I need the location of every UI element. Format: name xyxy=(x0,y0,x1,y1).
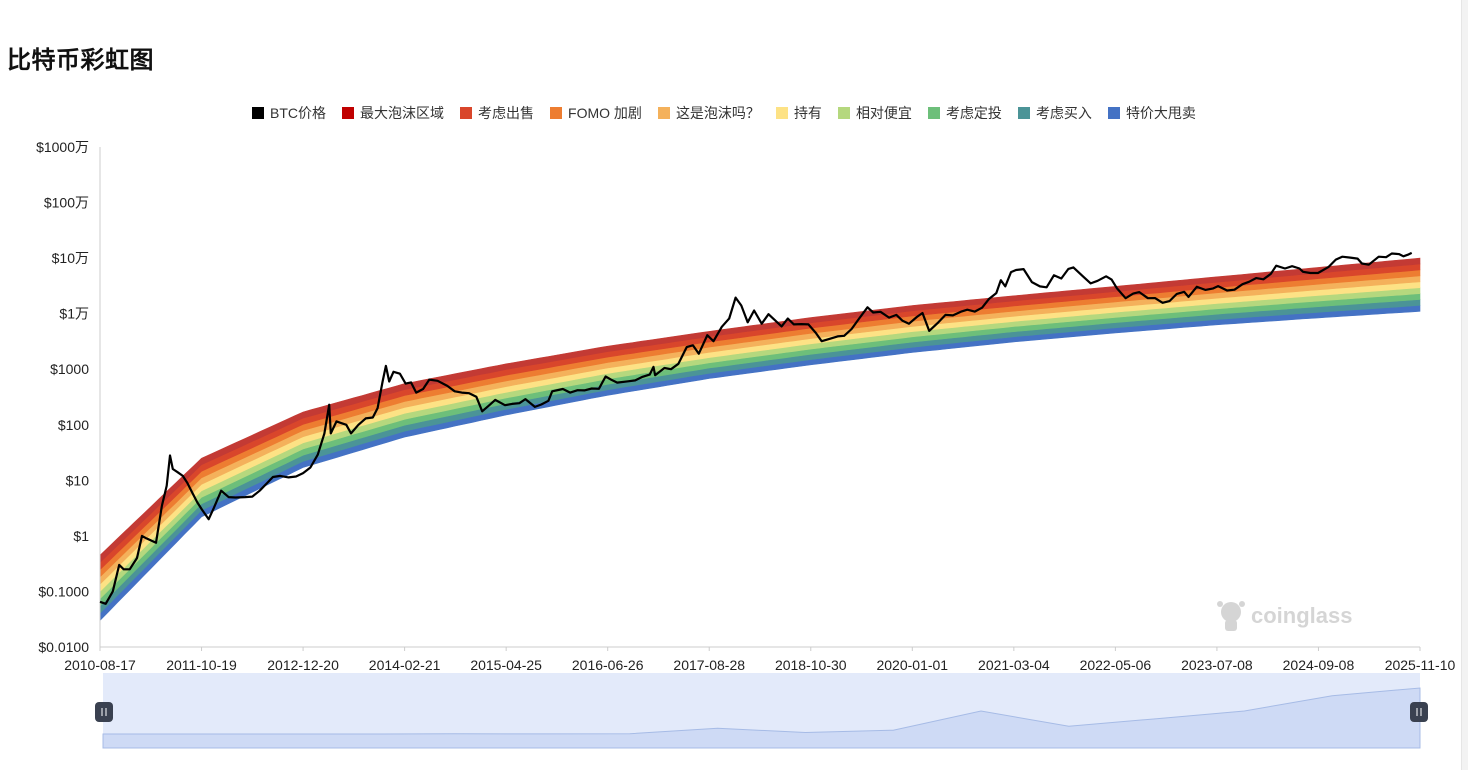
legend-item[interactable]: BTC价格 xyxy=(252,103,326,123)
x-tick-label: 2016-06-26 xyxy=(572,657,644,673)
legend-item[interactable]: 考虑买入 xyxy=(1017,103,1092,123)
legend-swatch xyxy=(927,107,940,119)
rainbow-band xyxy=(99,257,1421,564)
legend-swatch xyxy=(1107,107,1120,119)
slider-handle-left[interactable] xyxy=(95,702,113,722)
x-tick-label: 2024-09-08 xyxy=(1283,657,1355,673)
y-tick-label: $100 xyxy=(58,417,89,433)
legend-item[interactable]: 最大泡沫区域 xyxy=(342,103,444,123)
legend-swatch xyxy=(550,107,563,119)
legend-label: 考虑出售 xyxy=(478,105,535,121)
legend-item[interactable]: 考虑出售 xyxy=(460,103,534,123)
coinglass-logo: coinglass xyxy=(1217,601,1352,631)
y-tick-label: $1000 xyxy=(50,361,89,377)
legend-item[interactable]: FOMO 加剧 xyxy=(550,103,642,123)
legend-swatch xyxy=(775,107,788,119)
legend-label: 这是泡沫吗？ xyxy=(675,105,760,121)
chart-legend: BTC价格 最大泡沫区域 考虑出售 FOMO 加剧 这是泡沫吗？ 持有 相对便宜 考虑定投 考虑… xyxy=(0,103,1448,123)
legend-swatch xyxy=(837,107,850,119)
rainbow-bands xyxy=(99,257,1421,622)
x-tick-label: 2022-05-06 xyxy=(1080,657,1152,673)
x-tick-label: 2018-10-30 xyxy=(775,657,847,673)
legend-swatch xyxy=(252,107,265,119)
watermark: coinglass xyxy=(1217,601,1352,631)
price-series xyxy=(99,251,1413,605)
x-tick-label: 2021-03-04 xyxy=(978,657,1050,673)
scrollbar-track[interactable] xyxy=(1461,0,1468,770)
x-tick-label: 2025-11-10 xyxy=(1385,657,1456,673)
x-tick-label: 2020-01-01 xyxy=(876,657,948,673)
legend-item[interactable]: 特价大甩卖 xyxy=(1107,103,1196,123)
x-tick-label: 2015-04-25 xyxy=(470,657,542,673)
y-tick-label: $1 xyxy=(73,528,89,544)
chart-axes: $0.0100 $0.1000 $1 $10 $100 $1000 $1万 $10万 $100万… xyxy=(36,139,1455,673)
time-range-slider[interactable] xyxy=(95,673,1428,749)
x-tick-label: 2012-12-20 xyxy=(267,657,339,673)
legend-swatch xyxy=(657,107,670,119)
y-tick-label: $1万 xyxy=(59,306,89,322)
slider-handle-right[interactable] xyxy=(1410,702,1428,722)
y-tick-label: $1000万 xyxy=(36,139,89,155)
legend-label: 特价大甩卖 xyxy=(1125,105,1196,121)
y-tick-label: $0.0100 xyxy=(38,639,89,655)
legend-label: 相对便宜 xyxy=(855,105,912,121)
page-title: 比特币彩虹图 xyxy=(7,47,154,74)
legend-swatch xyxy=(1017,107,1030,119)
slider-preview-area xyxy=(102,687,1421,749)
y-tick-label: $0.1000 xyxy=(38,583,89,599)
legend-swatch xyxy=(460,107,473,119)
legend-label: 持有 xyxy=(793,105,822,121)
legend-item[interactable]: 考虑定投 xyxy=(927,103,1002,123)
x-tick-label: 2017-08-28 xyxy=(673,657,745,673)
legend-item[interactable]: 这是泡沫吗？ xyxy=(657,103,760,123)
legend-label: BTC价格 xyxy=(270,105,327,121)
y-tick-label: $10万 xyxy=(52,250,89,266)
x-tick-label: 2010-08-17 xyxy=(64,657,136,673)
legend-item[interactable]: 相对便宜 xyxy=(837,103,912,123)
y-tick-label: $100万 xyxy=(44,195,89,211)
legend-label: 最大泡沫区域 xyxy=(360,105,445,121)
legend-item[interactable]: 持有 xyxy=(775,103,822,123)
x-tick-label: 2011-10-19 xyxy=(166,657,237,673)
watermark-text: coinglass xyxy=(1251,603,1352,628)
x-tick-label: 2023-07-08 xyxy=(1181,657,1253,673)
btc-price-line xyxy=(99,251,1413,605)
legend-label: 考虑定投 xyxy=(945,105,1002,121)
legend-swatch xyxy=(342,107,355,119)
x-tick-label: 2014-02-21 xyxy=(369,657,441,673)
legend-label: 考虑买入 xyxy=(1035,105,1092,121)
y-tick-label: $10 xyxy=(66,472,90,488)
slider-selection xyxy=(103,673,1420,748)
legend-label: FOMO 加剧 xyxy=(568,105,642,121)
